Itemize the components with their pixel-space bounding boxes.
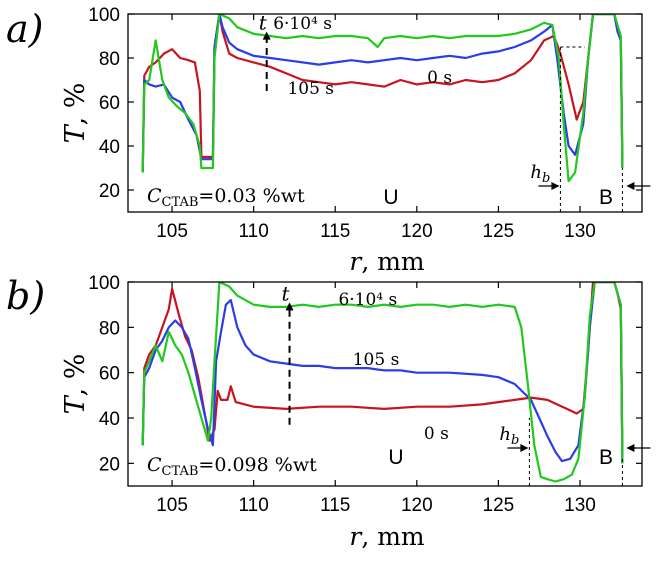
y-tick-label: 60 — [99, 93, 120, 114]
y-tick-label: 80 — [99, 318, 120, 339]
series-label: 105 s — [353, 350, 400, 370]
series-line-0s — [141, 282, 624, 464]
panel-label: b) — [6, 274, 45, 318]
y-tick-label: 20 — [99, 454, 120, 475]
concentration-subscript: CTAB — [162, 464, 199, 479]
x-tick-label: 115 — [320, 221, 350, 242]
concentration-value: =0.03 %wt — [198, 185, 305, 207]
hb-label-main: h — [530, 162, 542, 183]
right-arrow-head — [626, 444, 635, 452]
concentration-symbol: C — [147, 185, 162, 207]
x-axis-label-unit: , mm — [361, 247, 425, 276]
region-label-b: B — [599, 446, 613, 469]
y-tick-label: 40 — [99, 137, 120, 158]
y-axis-label: T, % — [60, 83, 91, 144]
x-tick-label: 110 — [238, 221, 268, 242]
hb-label-main: h — [499, 424, 511, 445]
series-label: 105 s — [287, 79, 334, 99]
right-arrow-head — [626, 182, 635, 190]
x-tick-label: 130 — [564, 221, 596, 242]
y-axis-label-unit: , % — [60, 83, 91, 126]
series-line-105s — [141, 282, 624, 464]
series-label: 0 s — [427, 68, 452, 88]
region-label-u: U — [383, 186, 398, 209]
y-tick-label: 100 — [88, 273, 120, 294]
y-tick-label: 20 — [99, 181, 120, 202]
panel-a: 105 110 115 120 125 130 20 40 60 80 100 a) T, % r, mm… — [6, 5, 651, 276]
axis-frame — [127, 13, 643, 213]
hb-label: hb — [530, 162, 550, 186]
series-label: 0 s — [424, 424, 449, 444]
series-line-105s — [141, 14, 624, 173]
hb-label-sub: b — [542, 171, 550, 186]
y-tick-label: 60 — [99, 364, 120, 385]
x-tick-label: 130 — [564, 495, 596, 516]
x-tick-label: 120 — [401, 495, 433, 516]
y-tick-label: 100 — [88, 5, 120, 26]
panel-label: a) — [6, 7, 43, 51]
x-tick-label: 125 — [483, 495, 515, 516]
hb-label: hb — [499, 424, 519, 448]
x-axis-label: r, mm — [349, 522, 425, 551]
time-arrow-label: t — [259, 11, 268, 35]
region-label-u: U — [388, 446, 403, 469]
x-tick-label: 125 — [483, 221, 515, 242]
x-tick-label: 120 — [401, 221, 433, 242]
x-tick-label: 105 — [156, 221, 188, 242]
panel-b: 105 110 115 120 125 130 20 40 60 80 100 b) T, % r, mm… — [6, 273, 651, 551]
hb-label-sub: b — [511, 433, 519, 448]
series-line-610s — [141, 14, 624, 183]
y-axis-label: T, % — [60, 354, 91, 415]
concentration-symbol: C — [147, 454, 162, 476]
series-label: 6·10⁴ s — [273, 14, 332, 34]
concentration-value: =0.098 %wt — [198, 454, 317, 476]
y-axis-label-unit: , % — [60, 354, 91, 397]
time-arrow-head — [285, 302, 294, 311]
concentration-label: CCTAB=0.03 %wt — [147, 185, 305, 210]
series-line-0s — [141, 14, 624, 173]
time-arrow-head — [262, 31, 271, 40]
y-tick-label: 80 — [99, 49, 120, 70]
concentration-subscript: CTAB — [162, 195, 199, 210]
y-axis-label-var: T — [60, 123, 91, 143]
region-label-b: B — [599, 186, 613, 209]
series-label: 6·10⁴ s — [338, 290, 397, 310]
x-tick-label: 115 — [320, 495, 350, 516]
series-line-610s — [141, 282, 624, 483]
x-tick-label: 110 — [238, 495, 268, 516]
hb-arrow-head — [551, 182, 560, 190]
x-axis-label: r, mm — [349, 247, 425, 276]
x-axis-label-var: r — [349, 247, 363, 276]
x-axis-label-unit: , mm — [361, 522, 425, 551]
x-tick-label: 105 — [156, 495, 188, 516]
time-arrow-label: t — [282, 281, 291, 305]
hb-arrow-head — [520, 444, 529, 452]
x-axis-label-var: r — [349, 522, 363, 551]
y-tick-label: 40 — [99, 409, 120, 430]
y-axis-label-var: T — [60, 394, 91, 414]
axis-frame — [127, 281, 643, 487]
concentration-label: CCTAB=0.098 %wt — [147, 454, 317, 479]
